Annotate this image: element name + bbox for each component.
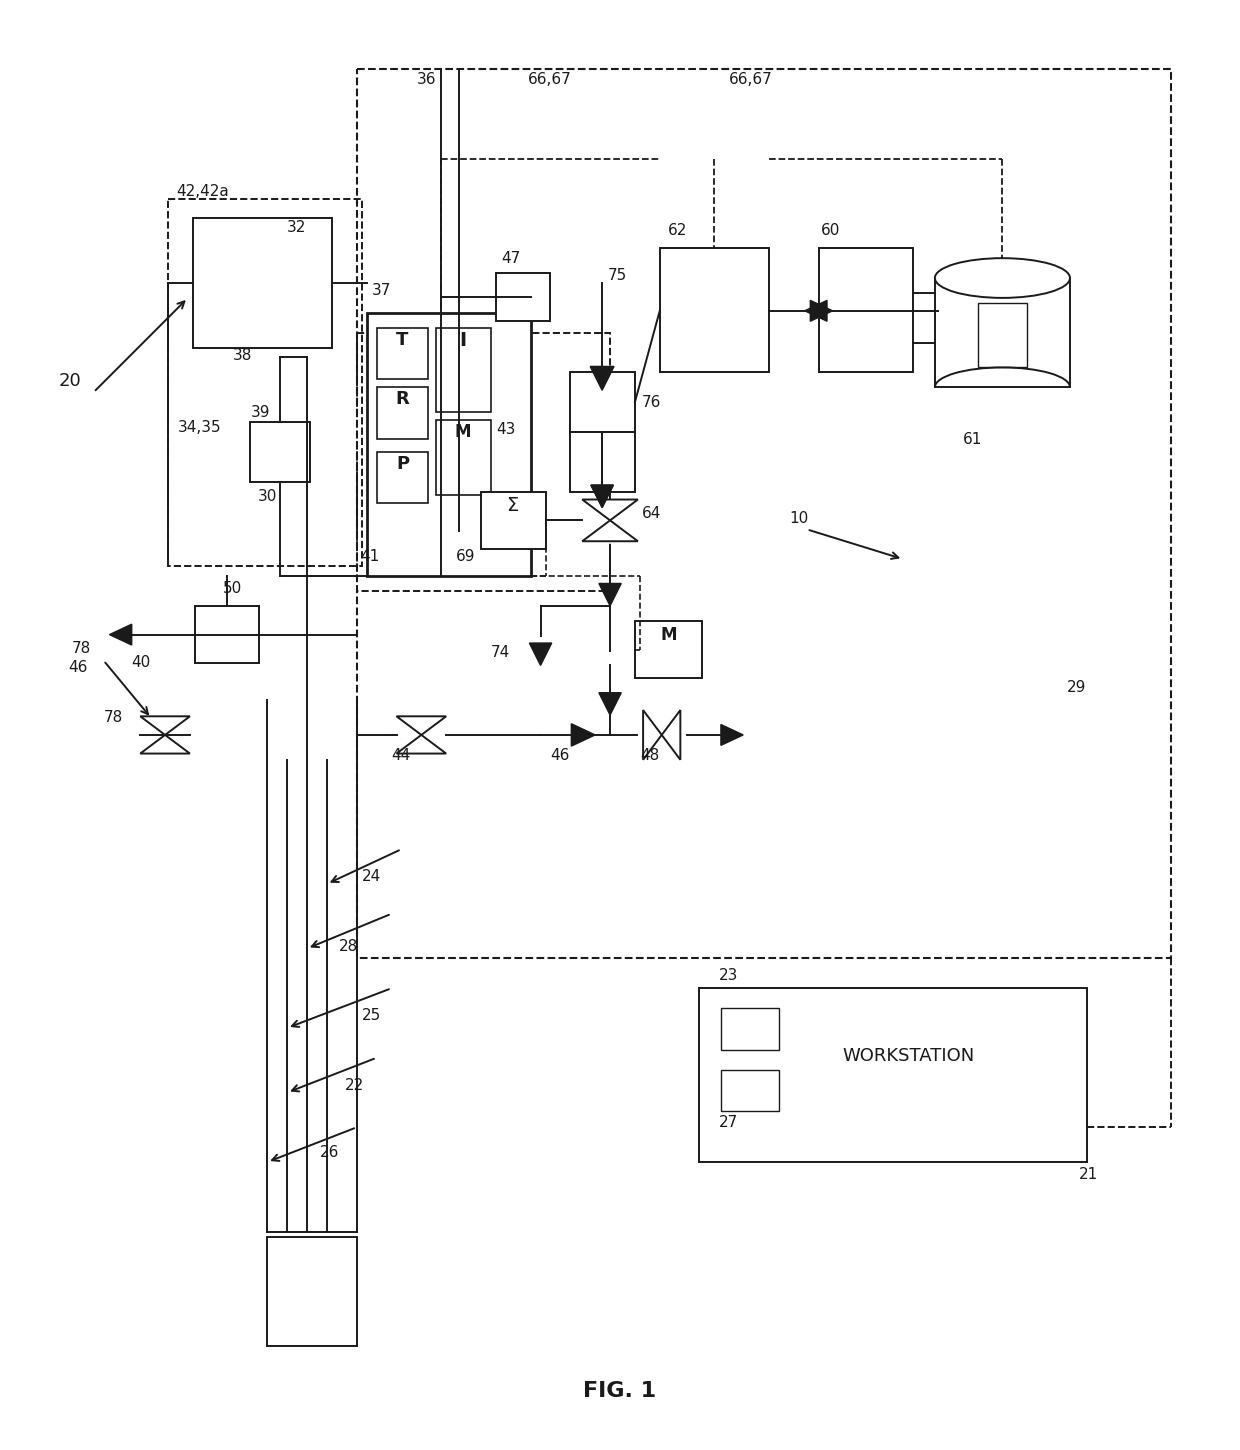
Text: 41: 41 xyxy=(360,550,379,564)
Bar xyxy=(193,219,332,348)
Text: 46: 46 xyxy=(68,660,88,676)
Text: 50: 50 xyxy=(223,581,242,596)
Polygon shape xyxy=(109,624,131,645)
Text: 23: 23 xyxy=(719,969,739,983)
Text: 46: 46 xyxy=(551,748,570,763)
Text: 76: 76 xyxy=(642,396,661,410)
Polygon shape xyxy=(662,710,681,760)
Text: M: M xyxy=(455,423,471,441)
Bar xyxy=(268,1237,357,1346)
Polygon shape xyxy=(805,300,827,322)
Bar xyxy=(436,328,491,412)
Text: 78: 78 xyxy=(103,710,123,725)
Bar xyxy=(195,606,259,664)
Polygon shape xyxy=(572,724,595,747)
Text: 62: 62 xyxy=(667,223,687,238)
Bar xyxy=(357,332,610,592)
Bar xyxy=(357,70,1172,958)
Polygon shape xyxy=(529,642,552,666)
Text: 30: 30 xyxy=(258,489,277,503)
Bar xyxy=(436,420,491,494)
Polygon shape xyxy=(720,725,743,745)
Polygon shape xyxy=(599,693,621,715)
Text: 40: 40 xyxy=(131,655,150,670)
Polygon shape xyxy=(599,583,621,606)
Bar xyxy=(977,303,1027,367)
Bar xyxy=(722,1070,779,1111)
Bar xyxy=(699,989,1086,1161)
Text: 32: 32 xyxy=(288,220,306,235)
Bar xyxy=(722,1008,779,1050)
Bar xyxy=(377,387,428,439)
Text: 28: 28 xyxy=(339,938,358,954)
Ellipse shape xyxy=(935,258,1070,297)
Text: 20: 20 xyxy=(58,373,82,390)
Bar xyxy=(250,422,310,481)
Text: 60: 60 xyxy=(821,223,839,238)
Text: 47: 47 xyxy=(501,251,520,267)
Text: 61: 61 xyxy=(962,432,982,447)
Polygon shape xyxy=(140,716,190,735)
Polygon shape xyxy=(591,486,614,508)
Text: FIG. 1: FIG. 1 xyxy=(584,1380,656,1401)
Text: Σ: Σ xyxy=(507,496,518,515)
Text: 10: 10 xyxy=(789,512,808,526)
Polygon shape xyxy=(397,735,446,754)
Bar xyxy=(481,492,546,550)
Polygon shape xyxy=(591,486,614,508)
Text: 22: 22 xyxy=(345,1077,365,1093)
Polygon shape xyxy=(583,521,637,541)
Text: 66,67: 66,67 xyxy=(729,72,773,87)
Polygon shape xyxy=(397,716,446,735)
Text: 36: 36 xyxy=(417,72,436,87)
Text: 38: 38 xyxy=(233,348,252,362)
Text: WORKSTATION: WORKSTATION xyxy=(842,1047,975,1064)
Text: I: I xyxy=(460,331,466,349)
Bar xyxy=(169,199,362,566)
Text: 78: 78 xyxy=(72,641,91,655)
Text: R: R xyxy=(396,390,409,409)
Text: 74: 74 xyxy=(491,645,510,660)
Polygon shape xyxy=(644,710,662,760)
Text: 64: 64 xyxy=(642,506,661,522)
Text: 21: 21 xyxy=(1079,1167,1099,1182)
Bar xyxy=(818,248,913,373)
Bar xyxy=(570,432,635,492)
Bar xyxy=(635,621,702,679)
Text: 34,35: 34,35 xyxy=(179,420,222,435)
Text: 37: 37 xyxy=(372,283,391,299)
Text: P: P xyxy=(396,455,409,473)
Text: 48: 48 xyxy=(640,748,660,763)
Bar xyxy=(377,328,428,380)
Text: 75: 75 xyxy=(608,268,627,283)
Bar xyxy=(935,278,1070,387)
Text: 24: 24 xyxy=(362,869,381,884)
Text: M: M xyxy=(661,625,677,644)
Polygon shape xyxy=(583,500,637,521)
Text: 26: 26 xyxy=(320,1146,340,1160)
Text: 27: 27 xyxy=(719,1115,739,1131)
Text: 29: 29 xyxy=(1066,680,1086,696)
Text: 69: 69 xyxy=(456,550,476,564)
Bar xyxy=(367,313,531,576)
Text: 39: 39 xyxy=(250,405,270,420)
Polygon shape xyxy=(140,735,190,754)
Text: 25: 25 xyxy=(362,1008,381,1024)
Bar xyxy=(496,273,551,320)
Text: 42,42a: 42,42a xyxy=(176,184,228,199)
Text: 43: 43 xyxy=(496,422,515,436)
Text: 44: 44 xyxy=(392,748,410,763)
Bar xyxy=(570,373,635,432)
Bar xyxy=(660,248,769,373)
Text: T: T xyxy=(397,331,409,348)
Bar xyxy=(377,452,428,503)
Polygon shape xyxy=(810,300,832,322)
Text: 66,67: 66,67 xyxy=(528,72,572,87)
Polygon shape xyxy=(590,367,614,390)
